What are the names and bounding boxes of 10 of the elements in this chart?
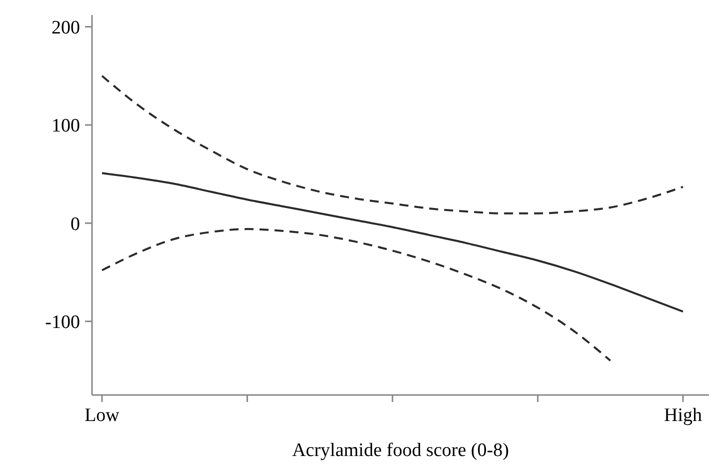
line-series: [101, 228, 612, 362]
y-tick-label: -100: [45, 312, 80, 334]
line-series: [101, 74, 684, 214]
x-tick-label: High: [664, 405, 702, 426]
y-tick-label: 0: [70, 214, 80, 235]
y-tick-label: 100: [52, 116, 80, 137]
x-axis-title: Acrylamide food score (0-8): [292, 440, 509, 461]
y-tick-label: 200: [52, 17, 80, 38]
x-tick-label: Low: [84, 405, 120, 426]
line-series: [101, 172, 684, 313]
